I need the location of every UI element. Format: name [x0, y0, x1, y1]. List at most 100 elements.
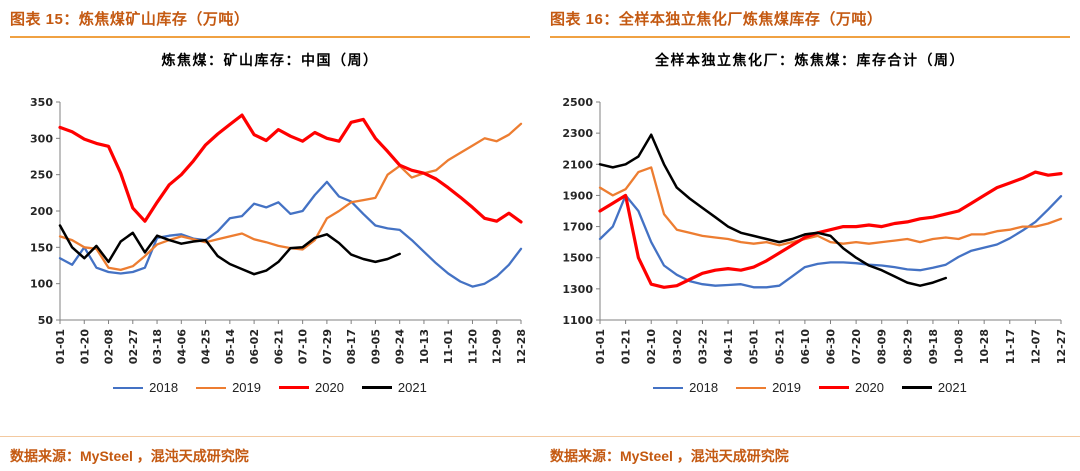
y-tick-label: 300	[30, 132, 53, 145]
y-tick-label: 1700	[562, 221, 593, 234]
x-tick-label: 01-01	[594, 329, 607, 364]
x-tick-label: 12-09	[491, 329, 504, 364]
figure-15-header: 图表 15：炼焦煤矿山库存（万吨）	[10, 8, 530, 38]
x-tick-label: 09-24	[394, 329, 407, 365]
y-tick-label: 1300	[562, 283, 593, 296]
x-tick-label: 09-05	[369, 329, 382, 364]
x-tick-label: 11-01	[442, 329, 455, 364]
chart-section-mine-inventory: 图表 15：炼焦煤矿山库存（万吨） 炼焦煤：矿山库存：中国（周） 50 100 15…	[0, 0, 540, 395]
data-source-right: 数据来源：MySteel ，混沌天成研究院	[550, 448, 789, 464]
x-tick-label: 06-30	[825, 329, 838, 365]
legend-item-2018: 2018	[113, 380, 178, 395]
x-tick-label: 05-14	[224, 329, 237, 365]
source-footer: 数据来源：MySteel ，混沌天成研究院 数据来源：MySteel ，混沌天成…	[0, 436, 1080, 471]
x-tick-label: 10-28	[978, 329, 991, 364]
x-tick-label: 06-21	[272, 329, 285, 364]
chart-plot: 50 100 150 200 250 300 350 01-01 01-20 02-08 02-27…	[30, 96, 528, 365]
series-line-2018	[58, 180, 523, 288]
chart-legend-mine-inventory: 2018 2019 2020 2021	[0, 380, 540, 395]
x-tick-label: 02-08	[103, 329, 116, 364]
x-tick-label: 12-07	[1029, 329, 1042, 364]
y-tick-label: 1100	[562, 314, 593, 327]
legend-label-2018: 2018	[149, 380, 179, 395]
y-tick-label: 250	[30, 169, 53, 182]
legend-swatch-2020	[279, 386, 309, 389]
x-tick-label: 03-22	[696, 329, 709, 364]
series-line-2020	[598, 170, 1063, 289]
x-tick-label: 10-13	[418, 329, 431, 364]
legend-swatch-2018	[653, 386, 684, 389]
figure-16-header: 图表 16：全样本独立焦化厂炼焦煤库存（万吨）	[550, 8, 1070, 38]
series-line-2019	[598, 166, 1063, 247]
legend-item-2020: 2020	[819, 380, 884, 395]
x-tick-label: 01-21	[620, 329, 633, 364]
x-tick-label: 07-20	[850, 329, 863, 365]
series-line-2018	[598, 194, 1063, 289]
series-line-2021	[598, 133, 948, 287]
x-tick-label: 04-25	[200, 329, 213, 364]
x-tick-label: 09-18	[927, 329, 940, 364]
legend-item-2019: 2019	[196, 380, 261, 395]
x-tick-label: 06-02	[248, 329, 261, 364]
series-line-2020	[58, 113, 523, 224]
x-tick-label: 07-10	[297, 329, 310, 365]
figure-15-label: 图表 15：炼焦煤矿山库存（万吨）	[10, 11, 250, 28]
chart-title-coking-plant-inventory: 全样本独立焦化厂：炼焦煤：库存合计（周）	[655, 52, 965, 68]
legend-swatch-2019	[736, 386, 767, 389]
x-tick-label: 07-29	[321, 329, 334, 364]
chart-legend-coking-plant-inventory: 2018 2019 2020 2021	[540, 380, 1080, 395]
legend-swatch-2020	[819, 386, 849, 389]
x-tick-label: 12-27	[1055, 329, 1068, 364]
y-tick-label: 50	[38, 314, 54, 327]
y-tick-label: 2100	[562, 158, 593, 171]
legend-label-2021: 2021	[937, 380, 967, 395]
legend-item-2019: 2019	[736, 380, 801, 395]
y-tick-label: 150	[30, 241, 53, 254]
legend-label-2020: 2020	[315, 380, 344, 395]
x-tick-label: 11-20	[466, 329, 479, 365]
chart-title-mine-inventory: 炼焦煤：矿山库存：中国（周）	[161, 52, 379, 68]
x-tick-label: 02-10	[645, 329, 658, 365]
x-tick-label: 03-02	[671, 329, 684, 364]
legend-label-2019: 2019	[772, 380, 801, 395]
x-tick-label: 01-20	[78, 329, 91, 365]
series-line-2021	[58, 224, 401, 276]
legend-label-2021: 2021	[397, 380, 427, 395]
x-tick-label: 03-18	[151, 329, 164, 364]
legend-item-2021: 2021	[361, 380, 427, 395]
data-source-left: 数据来源：MySteel ，混沌天成研究院	[10, 448, 249, 464]
legend-label-2020: 2020	[855, 380, 884, 395]
y-tick-label: 2500	[562, 96, 593, 109]
x-tick-label: 05-21	[773, 329, 786, 364]
x-tick-label: 10-08	[953, 329, 966, 364]
legend-swatch-2019	[196, 386, 227, 389]
legend-item-2018: 2018	[653, 380, 718, 395]
y-tick-label: 100	[30, 278, 53, 291]
legend-swatch-2021	[361, 386, 392, 389]
x-tick-label: 12-28	[515, 329, 528, 364]
legend-label-2018: 2018	[689, 380, 719, 395]
chart-section-coking-plant-inventory: 图表 16：全样本独立焦化厂炼焦煤库存（万吨） 全样本独立焦化厂：炼焦煤：库存合…	[540, 0, 1080, 395]
x-tick-label: 08-29	[901, 329, 914, 364]
y-tick-label: 1500	[562, 252, 593, 265]
x-tick-label: 02-27	[127, 329, 140, 364]
y-tick-label: 2300	[562, 127, 593, 140]
x-tick-label: 06-10	[799, 329, 812, 365]
line-chart-coking-plant-inventory: 1100 1300 1500 1700 1900 2100 2300 2500 01-01 01-…	[540, 72, 1080, 378]
x-tick-label: 04-06	[175, 329, 188, 365]
x-tick-label: 01-01	[54, 329, 67, 364]
y-tick-label: 350	[30, 96, 53, 109]
chart-plot: 1100 1300 1500 1700 1900 2100 2300 2500 01-01 01-…	[562, 96, 1068, 365]
x-tick-label: 04-11	[722, 329, 735, 364]
y-tick-label: 200	[30, 205, 53, 218]
legend-item-2021: 2021	[901, 380, 967, 395]
x-tick-label: 08-17	[345, 329, 358, 364]
line-chart-mine-inventory: 50 100 150 200 250 300 350 01-01 01-20 02-08 02-27…	[0, 72, 540, 378]
chart-columns: 图表 15：炼焦煤矿山库存（万吨） 炼焦煤：矿山库存：中国（周） 50 100 15…	[0, 0, 1080, 395]
x-tick-label: 05-01	[748, 329, 761, 364]
legend-swatch-2018	[113, 386, 144, 389]
y-tick-label: 1900	[562, 189, 593, 202]
x-tick-label: 11-17	[1004, 329, 1017, 364]
legend-label-2019: 2019	[232, 380, 261, 395]
